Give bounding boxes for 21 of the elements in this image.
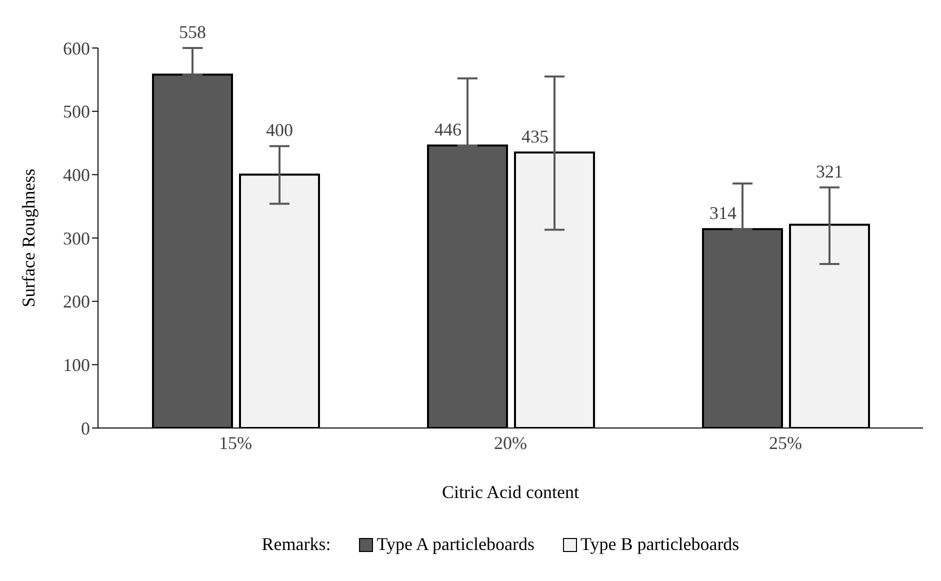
- y-tick-label: 500: [63, 102, 90, 122]
- legend-label: Type A particleboards: [376, 534, 534, 555]
- x-tick-label: 25%: [769, 432, 802, 453]
- y-axis-title: Surface Roughness: [18, 168, 38, 308]
- y-tick-label: 300: [63, 228, 90, 248]
- data-label: 558: [179, 22, 206, 42]
- y-tick-label: 100: [63, 355, 90, 376]
- x-tick-label: 20%: [494, 432, 527, 453]
- data-label: 321: [816, 161, 843, 182]
- legend-title: Remarks:: [262, 534, 331, 555]
- data-label: 314: [710, 203, 736, 224]
- y-tick-label: 400: [63, 165, 90, 186]
- data-label: 446: [434, 120, 462, 140]
- legend-label: Type B particleboards: [580, 534, 740, 555]
- data-label: 400: [266, 120, 293, 140]
- y-tick-label: 0: [81, 418, 90, 438]
- y-tick-label: 600: [63, 38, 90, 58]
- x-tick-label: 15%: [219, 432, 252, 453]
- y-tick-label: 200: [63, 292, 90, 312]
- data-label: 435: [522, 126, 548, 146]
- x-axis-title: Citric Acid content: [442, 482, 579, 502]
